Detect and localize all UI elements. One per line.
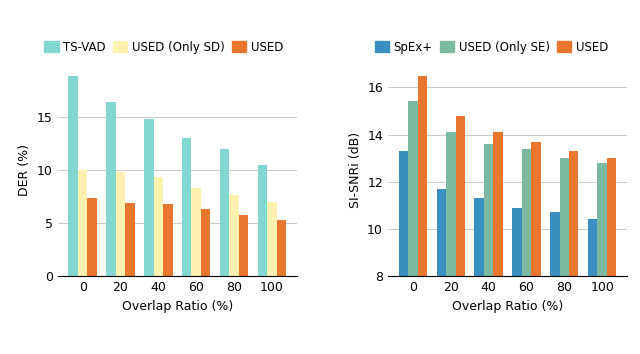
Bar [597, 163, 607, 354]
Bar [68, 76, 78, 276]
Bar [78, 170, 88, 276]
Bar [456, 116, 465, 354]
Bar [239, 215, 248, 276]
Bar [436, 189, 446, 354]
Bar [531, 142, 541, 354]
Bar [493, 132, 503, 354]
Bar [559, 158, 569, 354]
Bar [106, 102, 116, 276]
Bar [144, 119, 154, 276]
Y-axis label: SI-SNRi (dB): SI-SNRi (dB) [349, 132, 362, 208]
Bar [220, 149, 229, 276]
Bar [512, 208, 522, 354]
X-axis label: Overlap Ratio (%): Overlap Ratio (%) [122, 299, 233, 313]
Bar [484, 144, 493, 354]
Bar [607, 158, 616, 354]
Bar [588, 219, 597, 354]
Bar [446, 132, 456, 354]
Bar [418, 75, 427, 354]
Bar [474, 198, 484, 354]
Bar [182, 138, 191, 276]
Bar [258, 165, 267, 276]
Bar [201, 209, 211, 276]
Bar [191, 188, 201, 276]
Bar [399, 151, 408, 354]
Bar [154, 177, 163, 276]
Bar [569, 151, 579, 354]
Bar [116, 172, 125, 276]
X-axis label: Overlap Ratio (%): Overlap Ratio (%) [452, 299, 563, 313]
Legend: TS-VAD, USED (Only SD), USED: TS-VAD, USED (Only SD), USED [44, 41, 283, 53]
Legend: SpEx+, USED (Only SE), USED: SpEx+, USED (Only SE), USED [374, 41, 608, 53]
Bar [267, 202, 276, 276]
Bar [125, 203, 134, 276]
Bar [163, 204, 173, 276]
Bar [229, 195, 239, 276]
Bar [550, 212, 559, 354]
Bar [276, 220, 286, 276]
Bar [408, 102, 418, 354]
Bar [522, 149, 531, 354]
Bar [88, 198, 97, 276]
Y-axis label: DER (%): DER (%) [19, 144, 31, 196]
